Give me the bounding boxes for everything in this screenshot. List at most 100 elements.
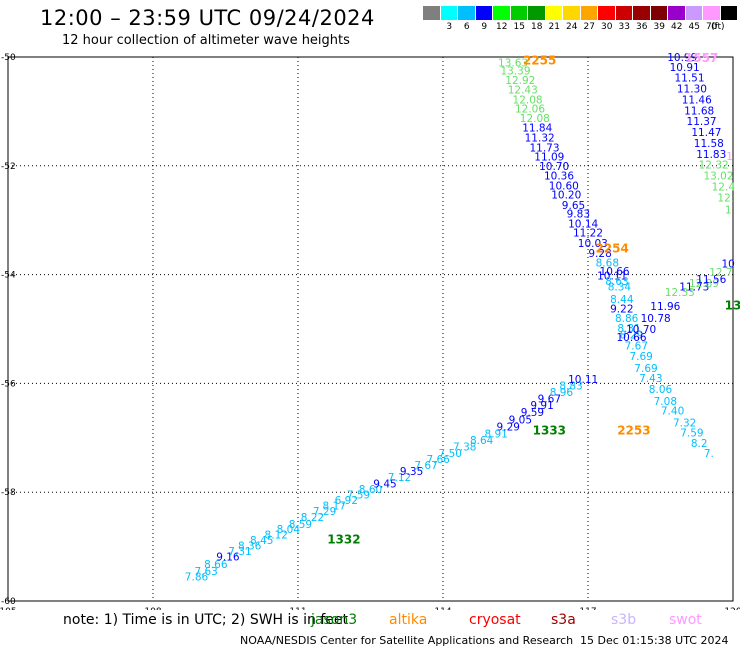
color-scale-cell: 42: [668, 6, 686, 32]
y-tick-label: -60: [1, 597, 16, 607]
wave-height-point: 8.96: [550, 387, 574, 399]
wave-height-point: 8.44: [610, 294, 634, 306]
color-scale-label: 15: [513, 22, 525, 32]
wave-height-point: 10: [721, 259, 734, 271]
wave-height-point: 11.46: [682, 94, 712, 106]
color-swatch: [668, 6, 686, 20]
color-scale-cell: 27: [580, 6, 598, 32]
y-tick-label: -56: [1, 379, 16, 389]
wave-height-point: 7.38: [453, 442, 476, 454]
satellite-legend: jason3 altika cryosat s3a s3b swot: [311, 612, 740, 630]
wave-height-point: 8.68: [596, 258, 619, 270]
wave-height-point: 12.06: [515, 104, 545, 116]
color-swatch: [598, 6, 616, 20]
wave-height-point: 13.02: [703, 171, 733, 183]
color-scale-label: 18: [531, 22, 543, 32]
color-swatch: [440, 6, 458, 20]
y-tick-label: -52: [1, 162, 16, 172]
color-swatch: [545, 6, 563, 20]
color-scale-cell: 70: [703, 6, 721, 32]
wave-height-point: 10.36: [544, 171, 574, 183]
color-scale-label: 45: [688, 22, 700, 32]
color-scale-cell: 9: [475, 6, 493, 32]
wave-height-point: 7.40: [661, 406, 684, 418]
y-tick-label: -54: [1, 271, 16, 281]
wave-height-point: 7.69: [629, 351, 652, 363]
grid-lines: [8, 57, 733, 601]
legend-cryosat: cryosat: [469, 612, 521, 628]
wave-height-point: 12.08: [520, 113, 550, 125]
wave-height-point: 7.69: [634, 363, 657, 375]
wave-height-point: 9.45: [373, 478, 396, 490]
wave-height-point: 12.08: [513, 94, 543, 106]
legend-jason3: jason3: [311, 612, 358, 628]
wave-height-point: 8.04: [277, 524, 301, 536]
color-swatch: [685, 6, 703, 20]
color-scale-label: 6: [463, 22, 470, 32]
wave-height-point: 8.34: [608, 282, 632, 294]
wave-height-point: 12.43: [508, 85, 538, 97]
track-label: 1333: [533, 424, 566, 438]
wave-height-point: 12.4: [712, 181, 736, 193]
color-scale-label: 70: [706, 22, 718, 32]
color-scale: 3 6 9 12 15 18 21 24 27 30 33 36 39 42 45 70: [423, 6, 738, 32]
color-swatch: [633, 6, 651, 20]
note-text: note: 1) Time is in UTC; 2) SWH is in fe…: [63, 612, 349, 628]
wave-height-point: 12.92: [505, 75, 535, 87]
wave-height-point: 11.73: [679, 282, 709, 294]
color-swatch: [580, 6, 598, 20]
wave-height-point: 8.22: [301, 512, 324, 524]
color-scale-label: 27: [583, 22, 595, 32]
track-label: 2253: [617, 424, 650, 438]
wave-height-point: 12.: [717, 192, 734, 204]
wave-height-point: 10.99: [667, 52, 697, 64]
wave-height-point: 8.83: [559, 381, 582, 393]
track-label: 13: [725, 299, 740, 313]
wave-height-point: 13.63: [498, 57, 528, 69]
chart-title: 12:00 – 23:59 UTC 09/24/2024: [40, 6, 375, 30]
wave-height-point: 9.59: [521, 407, 544, 419]
color-scale-cell: 18: [528, 6, 546, 32]
legend-s3b: s3b: [611, 612, 637, 628]
wave-height-point: 7.43: [639, 373, 662, 385]
color-swatch: [720, 6, 738, 20]
color-scale-label: 36: [636, 22, 648, 32]
color-swatch: [458, 6, 476, 20]
color-scale-cell: 39: [650, 6, 668, 32]
chart-subtitle: 12 hour collection of altimeter wave hei…: [62, 33, 350, 48]
wave-height-point: 7.86: [185, 572, 209, 584]
x-tick-label: 108: [144, 607, 161, 610]
wave-height-point: 12.33: [665, 287, 695, 299]
wave-height-point: 7.50: [439, 448, 462, 460]
wave-height-point: 1: [726, 151, 733, 163]
color-scale-cell: 45: [685, 6, 703, 32]
color-scale-label: 39: [653, 22, 665, 32]
color-scale-cell: 30: [598, 6, 616, 32]
track-label: 1557: [685, 51, 718, 65]
wave-height-point: 8.31: [617, 323, 640, 335]
x-tick-label: 111: [289, 607, 306, 610]
wave-height-point: 7.67: [414, 460, 437, 472]
wave-height-point: 7.: [704, 448, 714, 460]
color-scale-label: 24: [566, 22, 578, 32]
legend-altika: altika: [389, 612, 428, 628]
wave-height-point: 7.31: [228, 546, 251, 558]
wave-height-point: 7.12: [388, 472, 411, 484]
axes: 105 108 111 114 117 120 -50 -52 -54 -56 -58 -60: [0, 53, 740, 610]
timestamp: 15 Dec 01:15:38 UTC 2024: [580, 634, 729, 647]
plot-frame: [7, 56, 734, 602]
wave-height-point: 10.20: [551, 190, 581, 202]
legend-swot: swot: [669, 612, 702, 628]
wave-height-point: 11.22: [573, 228, 603, 240]
color-scale-cell: [423, 6, 441, 32]
wave-height-point: 11.37: [687, 116, 717, 128]
wave-height-point: 10.91: [670, 62, 700, 74]
wave-height-point: 11.83: [696, 149, 726, 161]
wave-height-point: 9.16: [216, 551, 240, 563]
wave-height-point: 9.35: [400, 466, 423, 478]
wave-height-point: 11.96: [650, 301, 680, 313]
credit-text: NOAA/NESDIS Center for Satellite Applica…: [240, 634, 574, 647]
color-scale-cell: 21: [545, 6, 563, 32]
wave-height-point: 8.86: [615, 313, 639, 325]
wave-height-point: 8.29: [620, 329, 643, 341]
